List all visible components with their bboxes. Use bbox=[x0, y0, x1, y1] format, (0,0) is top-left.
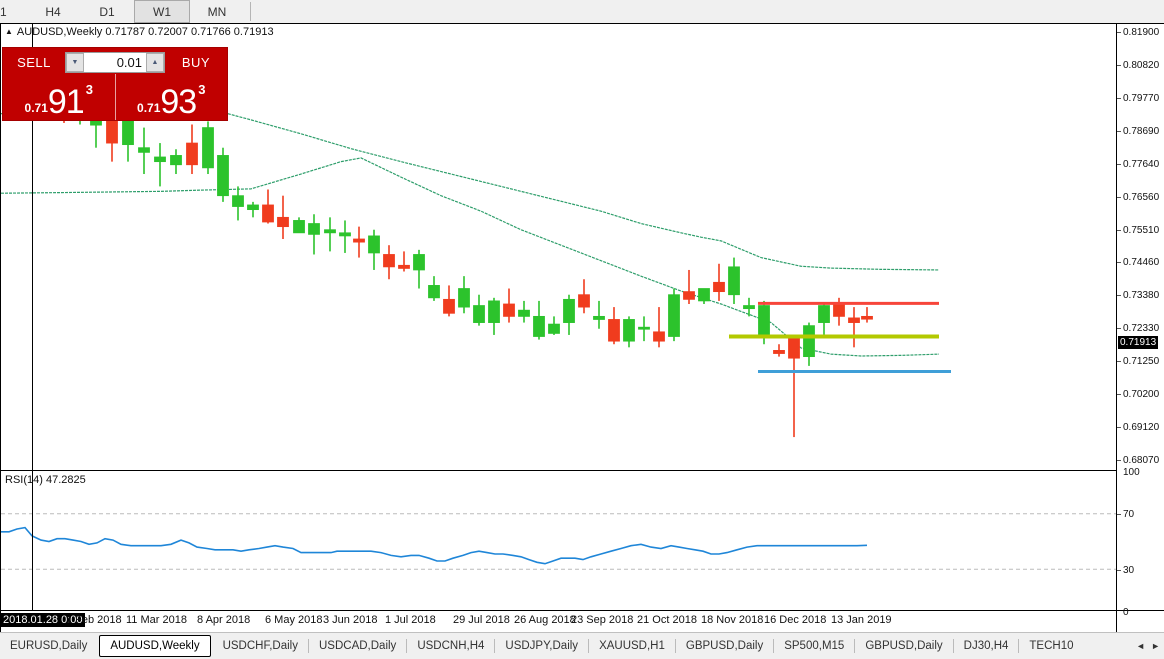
volume-stepper[interactable]: ▼ 0.01 ▲ bbox=[65, 52, 165, 73]
toolbar-divider bbox=[250, 2, 251, 21]
bid-price-box[interactable]: 0.71 91 3 bbox=[3, 74, 116, 120]
ask-price-box[interactable]: 0.71 93 3 bbox=[116, 74, 228, 120]
tab-divider bbox=[406, 639, 408, 653]
ask-price-big: 93 bbox=[160, 83, 197, 121]
sell-button[interactable]: SELL bbox=[17, 55, 51, 70]
crosshair-vertical-line bbox=[32, 24, 33, 470]
rsi-chart-svg bbox=[1, 513, 1116, 570]
tab-divider bbox=[588, 639, 590, 653]
rsi-indicator-label: RSI(14) 47.2825 bbox=[5, 474, 86, 486]
bid-price-fraction: 3 bbox=[85, 82, 93, 97]
time-tick-label: 1 Jul 2018 bbox=[385, 614, 436, 626]
chart-tab-sp500-m15[interactable]: SP500,M15 bbox=[784, 640, 845, 652]
chart-tab-gbpusd-daily[interactable]: GBPUSD,Daily bbox=[685, 640, 764, 652]
time-tick-label: 26 Aug 2018 bbox=[514, 614, 576, 626]
time-tick-label: 13 Jan 2019 bbox=[831, 614, 892, 626]
symbol-ohlc-label: ▲ AUDUSD,Weekly 0.71787 0.72007 0.71766 … bbox=[5, 26, 274, 38]
time-tick-label: 1 Feb 2018 bbox=[66, 614, 122, 626]
price-tick: 0.72330 bbox=[1117, 323, 1159, 334]
chart-tab-eurusd-daily[interactable]: EURUSD,Daily bbox=[10, 640, 88, 652]
volume-input[interactable]: 0.01 bbox=[116, 55, 142, 70]
timeframe-h4[interactable]: H4 bbox=[45, 4, 61, 19]
rsi-crosshair-vertical-line bbox=[32, 471, 33, 610]
tab-prev-icon[interactable]: ◄ bbox=[1136, 641, 1146, 651]
ask-price-fraction: 3 bbox=[198, 82, 206, 97]
price-tick: 0.79770 bbox=[1117, 93, 1159, 104]
price-tick: 0.78690 bbox=[1117, 126, 1159, 137]
timeframe-d1[interactable]: D1 bbox=[99, 4, 115, 19]
time-tick-label: 3 Jun 2018 bbox=[323, 614, 378, 626]
volume-increment-icon[interactable]: ▲ bbox=[146, 53, 164, 72]
timeframe-toolbar: H1 H4 D1 W1 MN bbox=[0, 0, 1164, 24]
time-tick-label: 21 Oct 2018 bbox=[637, 614, 697, 626]
trade-panel-quotes: 0.71 91 3 0.71 93 3 bbox=[3, 74, 227, 120]
tab-divider bbox=[773, 639, 775, 653]
chart-tab-usdchf-daily[interactable]: USDCHF,Daily bbox=[222, 640, 298, 652]
tab-next-icon[interactable]: ► bbox=[1151, 641, 1160, 651]
timeframe-h1[interactable]: H1 bbox=[0, 4, 7, 19]
time-tick-label: 8 Apr 2018 bbox=[197, 614, 251, 626]
tab-divider bbox=[1018, 639, 1020, 653]
price-tick: 0.80820 bbox=[1117, 60, 1159, 71]
price-tick: 0.73380 bbox=[1117, 290, 1159, 301]
one-click-trading-panel[interactable]: SELL ▼ 0.01 ▲ BUY 0.71 91 3 0.71 93 3 bbox=[2, 47, 228, 121]
time-tick-label: 6 May 2018 bbox=[265, 614, 323, 626]
tab-scroll-controls[interactable]: ◄ ► bbox=[1136, 633, 1164, 659]
time-tick-label: 11 Mar 2018 bbox=[126, 614, 187, 626]
price-tick: 0.76560 bbox=[1117, 192, 1159, 203]
trade-panel-controls: SELL ▼ 0.01 ▲ BUY bbox=[3, 48, 227, 74]
rsi-tick: 0 bbox=[1123, 607, 1129, 618]
rsi-pane[interactable]: RSI(14) 47.2825 bbox=[1, 471, 1116, 610]
timeframe-mn[interactable]: MN bbox=[207, 4, 227, 19]
chart-tab-dj30-h4[interactable]: DJ30,H4 bbox=[963, 640, 1009, 652]
bid-price-big: 91 bbox=[47, 83, 85, 121]
price-scale[interactable]: 0.81900 0.80820 0.79770 0.78690 0.77640 0.765… bbox=[1117, 23, 1164, 618]
chart-tab-gbpusd-daily[interactable]: GBPUSD,Daily bbox=[865, 640, 943, 652]
volume-decrement-icon[interactable]: ▼ bbox=[66, 53, 84, 72]
time-tick-label: 16 Dec 2018 bbox=[764, 614, 827, 626]
timeframe-w1[interactable]: W1 bbox=[134, 0, 190, 23]
current-price-badge: 0.71913 bbox=[1118, 336, 1159, 350]
ask-price-prefix: 0.71 bbox=[137, 101, 161, 115]
chart-tab-usdcnh-h4[interactable]: USDCNH,H4 bbox=[417, 640, 485, 652]
tab-divider bbox=[674, 639, 676, 653]
chart-tab-usdcad-daily[interactable]: USDCAD,Daily bbox=[318, 640, 397, 652]
time-scale[interactable]: 2018.01.28 0:00 1 Feb 2018 11 Mar 2018 8 Ap… bbox=[0, 611, 1117, 632]
buy-button[interactable]: BUY bbox=[181, 55, 211, 70]
rsi-tick: 100 bbox=[1123, 467, 1140, 478]
rsi-tick: 30 bbox=[1117, 565, 1134, 576]
price-tick: 0.74460 bbox=[1117, 257, 1159, 268]
tab-divider bbox=[307, 639, 309, 653]
price-tick: 0.68070 bbox=[1117, 455, 1159, 466]
symbol-ohlc-text: AUDUSD,Weekly 0.71787 0.72007 0.71766 0.… bbox=[16, 26, 274, 38]
price-tick: 0.75510 bbox=[1117, 225, 1159, 236]
bid-price-prefix: 0.71 bbox=[24, 101, 48, 115]
pane-divider bbox=[1, 470, 1116, 471]
chart-tab-xauusd-h1[interactable]: XAUUSD,H1 bbox=[599, 640, 665, 652]
tab-divider bbox=[952, 639, 954, 653]
time-tick-label: 18 Nov 2018 bbox=[701, 614, 764, 626]
tab-divider bbox=[854, 639, 856, 653]
time-tick-label: 23 Sep 2018 bbox=[571, 614, 634, 626]
chart-tab-bar[interactable]: EURUSD,Daily AUDUSD,Weekly USDCHF,Daily USD… bbox=[0, 632, 1164, 659]
time-cursor-label: 2018.01.28 0:00 bbox=[1, 613, 85, 627]
tab-divider bbox=[494, 639, 496, 653]
rsi-tick: 70 bbox=[1117, 509, 1134, 520]
chart-tab-usdjpy-daily[interactable]: USDJPY,Daily bbox=[505, 640, 579, 652]
time-tick-label: 29 Jul 2018 bbox=[453, 614, 510, 626]
price-tick: 0.71250 bbox=[1117, 356, 1159, 367]
chart-tab-audusd-weekly[interactable]: AUDUSD,Weekly bbox=[99, 635, 211, 657]
price-tick: 0.81900 bbox=[1117, 27, 1159, 38]
price-tick: 0.69120 bbox=[1117, 422, 1159, 433]
collapse-triangle-icon[interactable]: ▲ bbox=[5, 27, 13, 36]
price-tick: 0.77640 bbox=[1117, 159, 1159, 170]
chart-tab-tech10[interactable]: TECH10 bbox=[1029, 640, 1074, 652]
price-tick: 0.70200 bbox=[1117, 389, 1159, 400]
